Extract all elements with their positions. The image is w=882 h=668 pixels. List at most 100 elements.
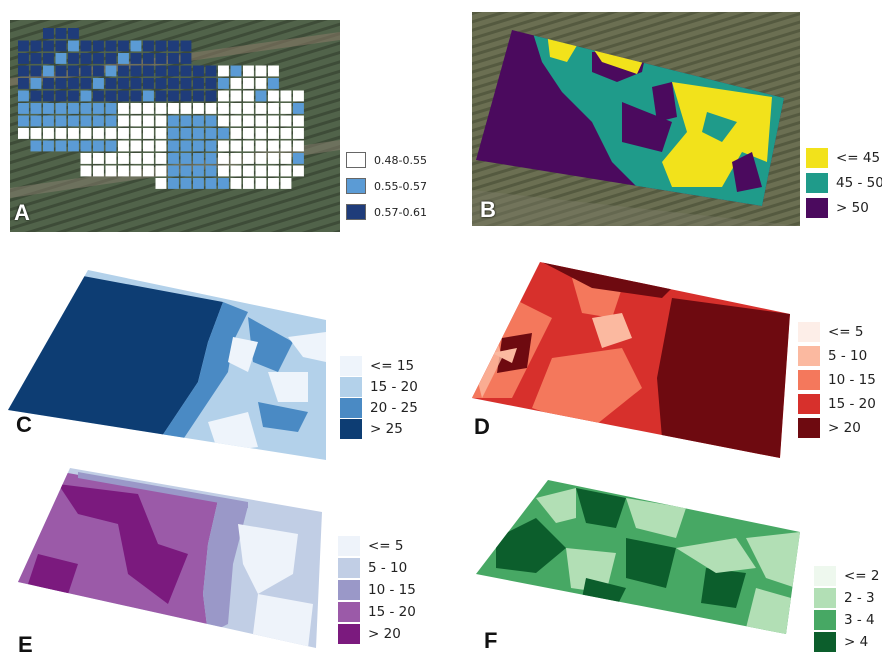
grid-cell bbox=[143, 40, 154, 52]
grid-cell bbox=[230, 153, 242, 164]
legend-swatch bbox=[340, 377, 362, 397]
grid-cell bbox=[205, 90, 217, 102]
panel-e-map bbox=[18, 468, 322, 648]
grid-cell bbox=[268, 115, 279, 127]
legend-swatch bbox=[346, 178, 366, 194]
grid-cell bbox=[293, 153, 304, 164]
grid-cell bbox=[155, 140, 167, 152]
legend-swatch bbox=[338, 602, 360, 622]
grid-cell bbox=[18, 115, 29, 127]
grid-cell bbox=[130, 115, 142, 127]
legend-label: 3 - 4 bbox=[844, 612, 875, 628]
legend-label: > 4 bbox=[844, 634, 869, 650]
legend-label: 5 - 10 bbox=[828, 348, 868, 364]
legend-label: 45 - 50 bbox=[836, 175, 882, 191]
grid-cell bbox=[143, 140, 154, 152]
grid-cell bbox=[118, 153, 129, 164]
grid-cell bbox=[93, 165, 104, 177]
grid-cell bbox=[30, 65, 42, 77]
legend-swatch bbox=[798, 322, 820, 342]
grid-cell bbox=[255, 103, 267, 114]
grid-cell bbox=[143, 103, 154, 114]
grid-cell bbox=[280, 153, 292, 164]
legend-label: 0.48-0.55 bbox=[374, 153, 427, 167]
grid-cell bbox=[280, 103, 292, 114]
grid-cell bbox=[130, 140, 142, 152]
grid-cell bbox=[243, 103, 254, 114]
grid-cell bbox=[68, 115, 79, 127]
grid-cell bbox=[80, 53, 92, 64]
grid-cell bbox=[118, 78, 129, 89]
grid-cell bbox=[218, 153, 229, 164]
grid-cell bbox=[218, 140, 229, 152]
grid-cell bbox=[168, 153, 179, 164]
grid-cell bbox=[143, 65, 154, 77]
grid-cell bbox=[68, 90, 79, 102]
grid-cell bbox=[143, 153, 154, 164]
grid-cell bbox=[105, 128, 117, 139]
grid-cell bbox=[55, 65, 67, 77]
grid-cell bbox=[218, 178, 229, 189]
legend-swatch bbox=[798, 418, 820, 438]
grid-cell bbox=[180, 178, 192, 189]
grid-cell bbox=[55, 115, 67, 127]
grid-cell bbox=[205, 165, 217, 177]
grid-cell bbox=[93, 128, 104, 139]
legend-swatch bbox=[798, 370, 820, 390]
grid-cell bbox=[293, 103, 304, 114]
grid-cell bbox=[168, 178, 179, 189]
legend-swatch bbox=[340, 398, 362, 418]
legend-swatch bbox=[814, 610, 836, 630]
grid-cell bbox=[193, 178, 204, 189]
grid-cell bbox=[293, 165, 304, 177]
panel-f-map bbox=[476, 480, 800, 634]
grid-cell bbox=[68, 65, 79, 77]
grid-cell bbox=[43, 115, 54, 127]
grid-cell bbox=[243, 115, 254, 127]
legend-item: <= 2 bbox=[814, 566, 880, 586]
grid-cell bbox=[105, 78, 117, 89]
grid-cell bbox=[68, 128, 79, 139]
legend-item: <= 45 bbox=[806, 148, 880, 168]
grid-cell bbox=[155, 115, 167, 127]
sampling-grid bbox=[18, 28, 304, 189]
grid-cell bbox=[280, 128, 292, 139]
grid-cell bbox=[168, 165, 179, 177]
grid-cell bbox=[218, 165, 229, 177]
legend-label: 2 - 3 bbox=[844, 590, 875, 606]
grid-cell bbox=[118, 128, 129, 139]
grid-cell bbox=[118, 53, 129, 64]
legend-item: 20 - 25 bbox=[340, 398, 418, 418]
grid-cell bbox=[243, 90, 254, 102]
legend-label: > 25 bbox=[370, 421, 403, 437]
legend-label: > 20 bbox=[368, 626, 401, 642]
legend-label: 5 - 10 bbox=[368, 560, 408, 576]
grid-cell bbox=[93, 40, 104, 52]
grid-cell bbox=[268, 78, 279, 89]
grid-cell bbox=[230, 128, 242, 139]
grid-cell bbox=[143, 78, 154, 89]
legend-item: 10 - 15 bbox=[798, 370, 876, 390]
legend-swatch bbox=[346, 204, 366, 220]
grid-cell bbox=[268, 65, 279, 77]
grid-cell bbox=[143, 128, 154, 139]
grid-cell bbox=[80, 153, 92, 164]
grid-cell bbox=[55, 53, 67, 64]
grid-cell bbox=[180, 90, 192, 102]
grid-cell bbox=[180, 165, 192, 177]
legend-swatch bbox=[338, 558, 360, 578]
grid-cell bbox=[118, 40, 129, 52]
legend-item: > 20 bbox=[338, 624, 401, 644]
grid-cell bbox=[43, 40, 54, 52]
panel-label-b: B bbox=[480, 197, 496, 222]
panel-label-f: F bbox=[484, 628, 498, 653]
grid-cell bbox=[30, 53, 42, 64]
grid-cell bbox=[205, 78, 217, 89]
grid-cell bbox=[168, 90, 179, 102]
grid-cell bbox=[155, 78, 167, 89]
grid-cell bbox=[68, 53, 79, 64]
grid-cell bbox=[205, 153, 217, 164]
grid-cell bbox=[168, 115, 179, 127]
grid-cell bbox=[180, 78, 192, 89]
grid-cell bbox=[55, 78, 67, 89]
